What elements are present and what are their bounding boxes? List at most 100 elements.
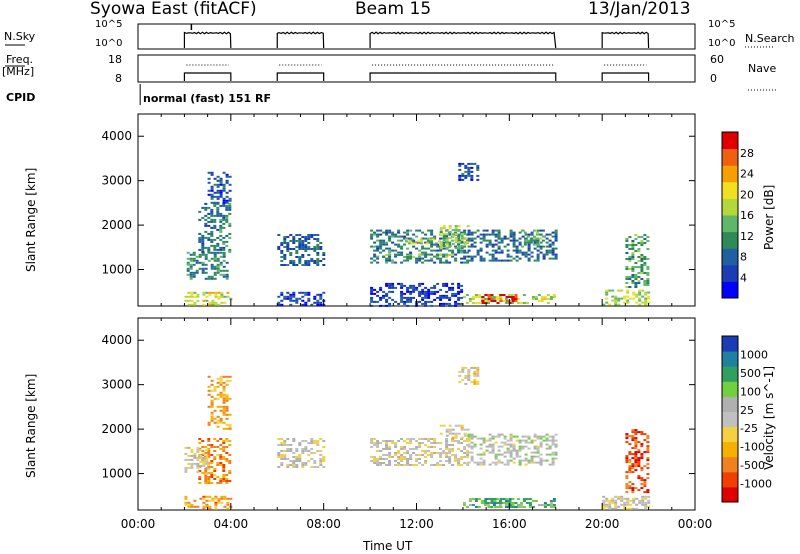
power-echo-cell: [625, 268, 629, 270]
power-echo-cell: [623, 301, 627, 304]
power-echo-cell: [611, 295, 615, 298]
velocity-echo-cell: [319, 450, 323, 452]
power-echo-cell: [430, 290, 434, 293]
velocity-echo-cell: [322, 446, 326, 448]
power-echo-cell: [445, 239, 449, 242]
velocity-echo-cell: [199, 464, 203, 467]
power-echo-cell: [637, 266, 641, 268]
velocity-echo-cell: [216, 446, 220, 448]
velocity-echo-cell: [554, 433, 558, 436]
velocity-echo-cell: [409, 438, 413, 440]
power-echo-cell: [430, 233, 434, 236]
power-echo-cell: [542, 257, 546, 260]
velocity-echo-cell: [313, 466, 317, 468]
velocity-echo-cell: [433, 442, 437, 444]
power-echo-cell: [454, 241, 458, 244]
power-echo-cell: [415, 257, 419, 260]
power-echo-cell: [219, 218, 223, 221]
power-echo-cell: [211, 299, 215, 302]
power-echo-cell: [319, 293, 323, 296]
power-echo-cell: [433, 243, 437, 246]
velocity-echo-cell: [634, 457, 638, 460]
velocity-echo-cell: [551, 461, 555, 464]
power-echo-cell: [207, 224, 211, 227]
power-echo-cell: [424, 247, 428, 250]
power-echo-cell: [448, 288, 452, 291]
power-echo-cell: [640, 256, 644, 258]
velocity-echo-cell: [382, 462, 386, 464]
power-echo-cell: [442, 296, 446, 299]
velocity-echo-cell: [225, 482, 229, 484]
power-echo-cell: [540, 300, 544, 302]
power-echo-cell: [527, 245, 531, 248]
power-echo-cell: [406, 298, 410, 301]
power-echo-cell: [445, 302, 449, 305]
velocity-echo-cell: [228, 413, 232, 416]
velocity-echo-cell: [473, 435, 477, 438]
velocity-echo-cell: [184, 497, 188, 500]
velocity-echo-cell: [646, 473, 650, 476]
velocity-echo-cell: [646, 459, 650, 462]
velocity-echo-cell: [632, 499, 636, 502]
power-echo-cell: [526, 235, 530, 238]
power-echo-cell: [427, 239, 431, 242]
power-echo-cell: [448, 286, 452, 289]
power-echo-cell: [476, 174, 480, 177]
power-echo-cell: [286, 246, 290, 248]
power-echo-cell: [647, 301, 651, 304]
velocity-echo-cell: [458, 380, 462, 383]
power-echo-cell: [470, 176, 474, 179]
power-ytick-label-2: 3000: [101, 174, 132, 188]
power-echo-cell: [643, 284, 647, 286]
power-echo-cell: [454, 225, 458, 228]
velocity-echo-cell: [625, 461, 629, 464]
velocity-echo-cell: [280, 444, 284, 446]
power-echo-cell: [415, 261, 419, 264]
velocity-echo-cell: [476, 368, 480, 371]
power-echo-cell: [473, 241, 477, 244]
velocity-echo-cell: [628, 451, 632, 454]
power-echo-cell: [394, 253, 398, 256]
power-echo-cell: [223, 301, 227, 304]
power-echo-cell: [638, 303, 642, 306]
time-xlabel: Time UT: [363, 539, 413, 553]
velocity-echo-cell: [500, 441, 504, 444]
power-echo-cell: [479, 241, 483, 244]
power-echo-cell: [646, 266, 650, 268]
velocity-echo-cell: [551, 459, 555, 462]
power-echo-cell: [512, 239, 516, 242]
power-colorbar-tick-1: 24: [740, 168, 754, 181]
power-echo-cell: [479, 233, 483, 236]
velocity-echo-cell: [193, 456, 197, 459]
power-echo-cell: [216, 267, 220, 270]
power-echo-cell: [640, 272, 644, 274]
velocity-echo-cell: [301, 466, 305, 468]
power-echo-cell: [201, 244, 205, 247]
power-echo-cell: [638, 293, 642, 296]
power-echo-cell: [228, 199, 232, 202]
velocity-echo-cell: [518, 445, 522, 448]
power-echo-cell: [225, 175, 229, 178]
velocity-echo-cell: [307, 454, 311, 456]
velocity-echo-cell: [225, 438, 229, 440]
velocity-echo-cell: [187, 466, 191, 469]
power-echo-cell: [289, 254, 293, 256]
velocity-echo-cell: [522, 506, 526, 508]
power-echo-cell: [445, 233, 449, 236]
power-echo-cell: [451, 251, 455, 254]
velocity-echo-cell: [373, 460, 377, 462]
velocity-echo-cell: [494, 435, 498, 438]
power-echo-cell: [530, 255, 534, 258]
velocity-echo-cell: [222, 464, 226, 466]
power-echo-cell: [439, 237, 443, 240]
power-echo-cell: [427, 290, 431, 293]
power-echo-cell: [219, 246, 223, 249]
velocity-echo-cell: [219, 375, 223, 378]
velocity-echo-cell: [530, 439, 534, 442]
velocity-colorbar-tick-5: -100: [740, 441, 765, 454]
power-echo-cell: [222, 218, 226, 221]
power-echo-cell: [631, 274, 635, 276]
velocity-echo-cell: [379, 462, 383, 464]
velocity-echo-cell: [476, 453, 480, 456]
